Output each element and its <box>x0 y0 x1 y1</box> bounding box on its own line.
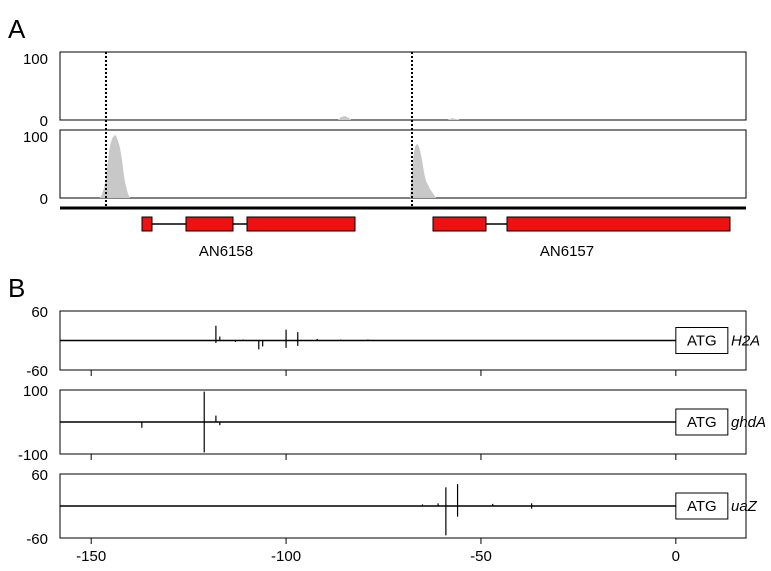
atg-label: ATG <box>687 498 717 515</box>
atg-box <box>675 408 729 436</box>
track-1-noise <box>338 116 351 120</box>
panel-b-label: B <box>8 273 25 303</box>
track-2-ymax-label: 100 <box>23 129 48 146</box>
track-1-noise <box>448 118 460 120</box>
coverage-peak-1 <box>100 135 130 198</box>
atg-label: ATG <box>687 333 717 350</box>
row-name-label: uaZ <box>731 498 758 515</box>
gene-label-an6158: AN6158 <box>199 243 253 260</box>
track-2-ymin-label: 0 <box>40 191 48 208</box>
row-ymax-label: 100 <box>23 383 48 400</box>
x-tick-label: -150 <box>76 548 106 565</box>
exon <box>185 216 234 232</box>
x-tick-label: -50 <box>470 548 492 565</box>
panel-a-track-2: 100 0 <box>23 129 747 208</box>
x-tick-label: 0 <box>672 548 680 565</box>
panel-a-label: A <box>8 14 26 44</box>
atg-box <box>675 327 729 354</box>
row-ymin-label: -60 <box>26 363 48 380</box>
panel-b: 60 -60 ATG H2A 100 -100 ATG ghdA 60 -60 ATG uaZ -150… <box>18 304 766 565</box>
coverage-peak-2 <box>410 144 436 198</box>
row-ymax-label: 60 <box>31 304 48 321</box>
row-name-label: H2A <box>731 333 760 350</box>
track-1-frame <box>59 51 747 121</box>
track-2-frame <box>59 129 747 199</box>
gene-model-an6157: AN6157 <box>432 216 731 260</box>
exon <box>432 216 487 232</box>
atg-box <box>675 492 729 520</box>
row-ymin-label: -60 <box>26 531 48 548</box>
track-1-ymin-label: 0 <box>40 113 48 130</box>
gene-model-an6158: AN6158 <box>141 216 356 260</box>
row-name-label: ghdA <box>731 414 766 431</box>
exon <box>506 216 731 232</box>
row-ymax-label: 60 <box>31 467 48 484</box>
gene-label-an6157: AN6157 <box>540 243 594 260</box>
panel-a-track-1: 100 0 <box>23 51 747 130</box>
exon <box>246 216 356 232</box>
exon <box>141 216 153 232</box>
track-1-ymax-label: 100 <box>23 51 48 68</box>
row-ymin-label: -100 <box>18 447 48 464</box>
atg-label: ATG <box>687 414 717 431</box>
x-tick-label: -100 <box>271 548 301 565</box>
